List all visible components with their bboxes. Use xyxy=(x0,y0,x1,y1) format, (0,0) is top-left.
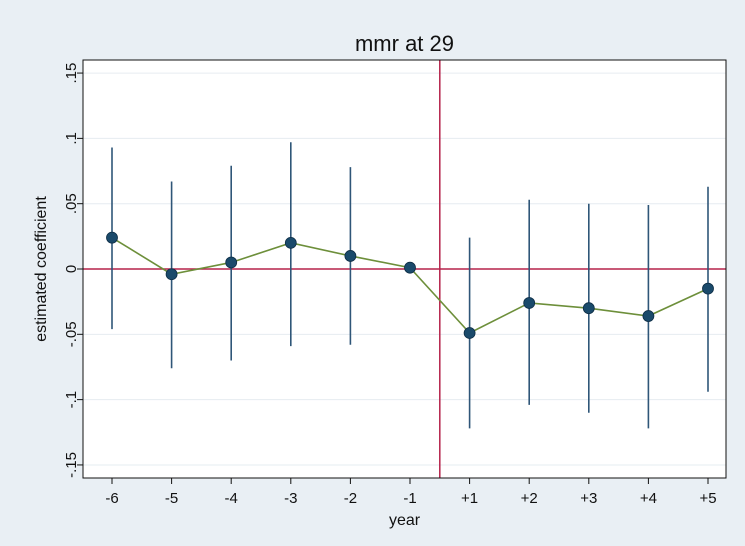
y-tick-label: -.1 xyxy=(63,391,80,409)
y-axis-title: estimated coefficient xyxy=(33,196,50,342)
x-tick-label: +4 xyxy=(640,490,657,507)
x-tick-label: +2 xyxy=(521,490,538,507)
x-tick-label: -6 xyxy=(105,490,118,507)
coefficient-point xyxy=(702,282,714,295)
y-tick-label: .1 xyxy=(63,132,80,145)
coefficient-point xyxy=(225,256,238,269)
coefficient-points xyxy=(106,231,714,339)
chart-title: mmr at 29 xyxy=(355,31,454,56)
x-tick-label: +5 xyxy=(699,490,716,507)
coefficient-point xyxy=(165,268,178,281)
x-tick-label: -2 xyxy=(344,490,357,507)
x-tick-label: -1 xyxy=(403,490,416,507)
y-tick-label: 0 xyxy=(63,265,80,273)
y-tick-label: -.15 xyxy=(63,452,80,478)
x-axis-title: year xyxy=(389,512,421,529)
x-tick-label: +1 xyxy=(461,490,478,507)
coefficient-point xyxy=(642,310,655,322)
coefficient-point xyxy=(344,250,357,262)
coefficient-point xyxy=(523,297,536,309)
coefficient-point xyxy=(463,327,476,339)
coefficient-point xyxy=(284,236,297,249)
x-tick-label: +3 xyxy=(580,490,597,507)
x-axis: -6 -5 -4 -3 -2 -1 +1 +2 +3 +4 +5 xyxy=(105,478,717,507)
coefficient-point xyxy=(582,302,595,315)
x-tick-label: -3 xyxy=(284,490,297,507)
coefficient-point xyxy=(404,261,416,274)
y-tick-label: .05 xyxy=(63,193,80,214)
coefficient-point xyxy=(106,231,118,244)
y-tick-label: .15 xyxy=(63,63,80,84)
x-tick-label: -5 xyxy=(165,490,178,507)
y-axis: -.15 -.1 -.05 0 .05 .1 .15 xyxy=(63,63,83,478)
x-tick-label: -4 xyxy=(225,490,238,507)
y-tick-label: -.05 xyxy=(63,321,80,347)
